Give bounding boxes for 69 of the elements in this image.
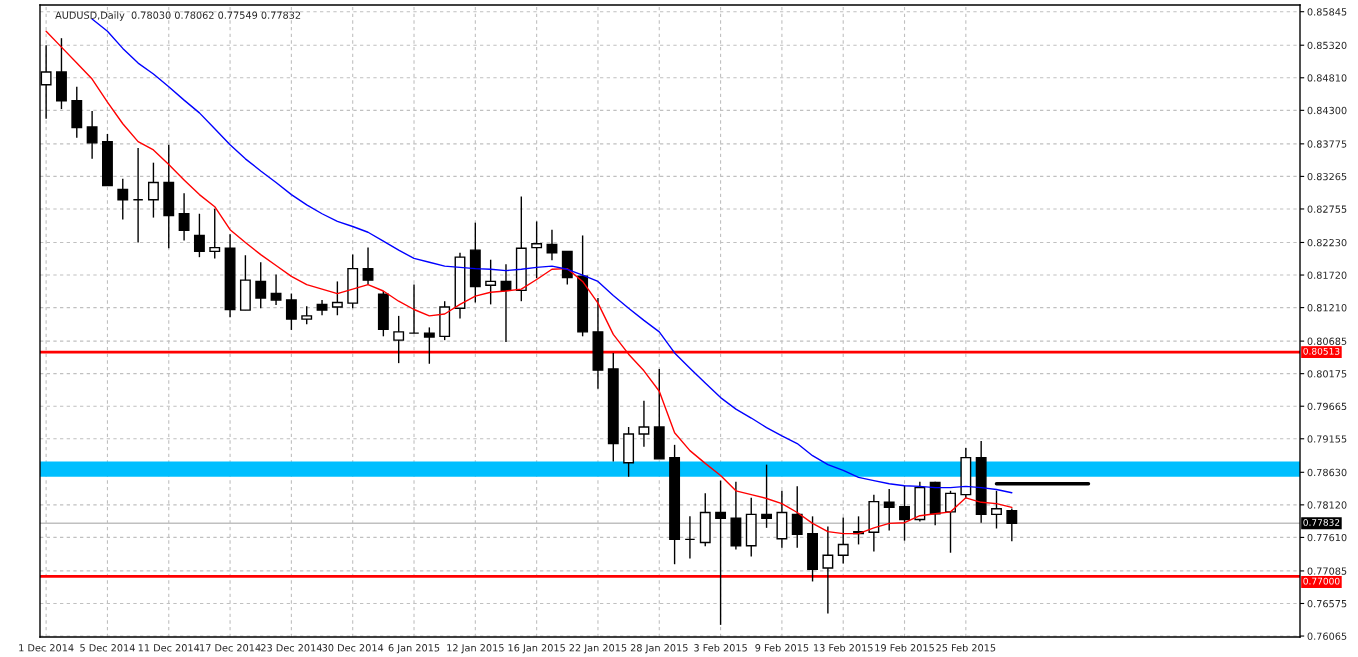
y-tick-label: 0.79665 (1307, 402, 1347, 411)
candlestick (255, 261, 267, 309)
candlestick (899, 485, 910, 542)
y-tick-label: 0.79155 (1307, 435, 1347, 443)
candlestick (638, 400, 650, 448)
text: AUDUSD,Daily 0.78030 0.78062 0.77549 0.77832 (55, 11, 301, 21)
x-tick-label: 3 Feb 2015 (694, 643, 747, 652)
y-tick-label: 0.80685 (1307, 337, 1347, 345)
candlestick (178, 192, 190, 242)
candlestick (132, 147, 144, 244)
candlestick (285, 292, 297, 331)
x-tick-label: 23 Dec 2014 (261, 644, 322, 652)
x-tick-label: 19 Feb 2015 (875, 643, 934, 652)
x-tick-label: 17 Dec 2014 (200, 644, 261, 652)
y-tick-label: 0.77085 (1307, 567, 1347, 575)
candlestick (684, 515, 696, 560)
candlestick (393, 315, 405, 364)
y-tick-label: 0.82755 (1307, 205, 1347, 213)
y-tick-label: 0.81210 (1307, 304, 1347, 312)
candlestick (209, 207, 221, 260)
x-tick-label: 16 Jan 2015 (508, 644, 565, 654)
y-tick-label: 0.82230 (1307, 238, 1347, 247)
candlestick (991, 490, 1002, 530)
candlestick (945, 490, 956, 554)
candlestick (408, 283, 420, 334)
candlestick (485, 259, 497, 306)
x-tick-label: 9 Feb 2015 (755, 643, 809, 652)
y-tick-label: 0.78630 (1307, 468, 1347, 477)
candlestick (883, 488, 895, 532)
y-tick-label: 0.83265 (1307, 172, 1347, 181)
ref-line-label: 0.77832 (1303, 519, 1340, 526)
candlestick (837, 516, 849, 565)
y-tick-label: 0.80175 (1307, 370, 1347, 378)
y-tick-label: 0.76065 (1307, 632, 1347, 640)
candlestick (761, 463, 773, 529)
candlestick (86, 110, 98, 160)
ref-line-label: 0.77000 (1303, 577, 1340, 585)
y-tick-label: 0.84300 (1307, 106, 1347, 115)
ref-line-label: 0.80513 (1303, 347, 1340, 355)
candlestick (822, 525, 834, 615)
candlestick (423, 326, 435, 365)
x-tick-label: 12 Jan 2015 (447, 644, 504, 654)
y-tick-label: 0.84810 (1307, 74, 1347, 82)
candlestick (147, 161, 159, 219)
x-tick-label: 22 Jan 2015 (569, 644, 627, 654)
candlestick (193, 213, 205, 258)
x-tick-label: 1 Dec 2014 (19, 644, 74, 652)
x-tick-label: 6 Jan 2015 (388, 644, 440, 654)
candlestick (715, 479, 727, 626)
candlestick (331, 280, 343, 316)
candlestick (270, 273, 282, 306)
y-tick-label: 0.78120 (1307, 501, 1347, 509)
candlestick (531, 220, 543, 279)
x-tick-label: 5 Dec 2014 (80, 644, 135, 652)
x-tick-label: 11 Dec 2014 (138, 644, 200, 652)
candlestick (1006, 507, 1018, 543)
candlestick (791, 485, 803, 549)
candlestick (117, 177, 129, 221)
y-tick-label: 0.77610 (1307, 533, 1347, 542)
y-tick-label: 0.85320 (1307, 41, 1347, 50)
x-tick-label: 28 Jan 2015 (630, 644, 688, 654)
candlestick (362, 246, 374, 286)
y-tick-label: 0.83775 (1307, 140, 1347, 148)
y-tick-label: 0.85845 (1307, 8, 1347, 16)
y-tick-label: 0.76575 (1307, 599, 1347, 608)
x-tick-label: 25 Feb 2015 (936, 643, 996, 652)
y-tick-label: 0.81720 (1307, 271, 1347, 279)
x-tick-label: 30 Dec 2014 (322, 644, 384, 652)
x-tick-label: 13 Feb 2015 (814, 643, 873, 652)
